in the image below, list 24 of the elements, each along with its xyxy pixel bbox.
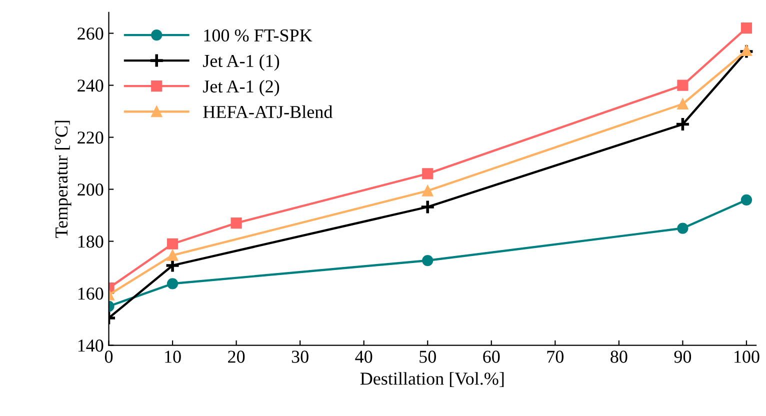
legend-label: 100 % FT-SPK [204,29,312,42]
y-tick-label: 260 [78,28,104,40]
x-tick-label: 90 [674,350,692,363]
legend-label: Jet A-1 (1) [203,54,280,71]
x-tick-label: 80 [610,350,628,363]
x-tick-label: 50 [420,350,436,363]
y-tick-label: 240 [78,80,104,92]
legend-label: HEFA-ATJ-Blend [203,105,332,118]
y-tick-label: 180 [78,236,104,248]
y-tick-label: 160 [78,288,104,300]
x-tick-label: 60 [483,350,500,363]
y-tick-label: 220 [78,132,104,144]
x-tick-label: 20 [228,350,245,363]
x-tick-label: 100 [734,350,760,363]
x-tick-label: 70 [547,350,564,363]
x-tick-label: 30 [292,350,308,363]
x-tick-label: 0 [104,350,113,363]
x-tick-label: 10 [165,350,181,363]
x-tick-label: 40 [355,350,372,363]
legend-label: Jet A-1 (2) [203,80,280,96]
y-tick-label: 200 [78,184,104,196]
x-axis-title: Destillation [Vol.%] [360,372,504,388]
y-axis-title: Temperatur [°C] [54,120,72,238]
y-tick-label: 140 [78,340,104,352]
